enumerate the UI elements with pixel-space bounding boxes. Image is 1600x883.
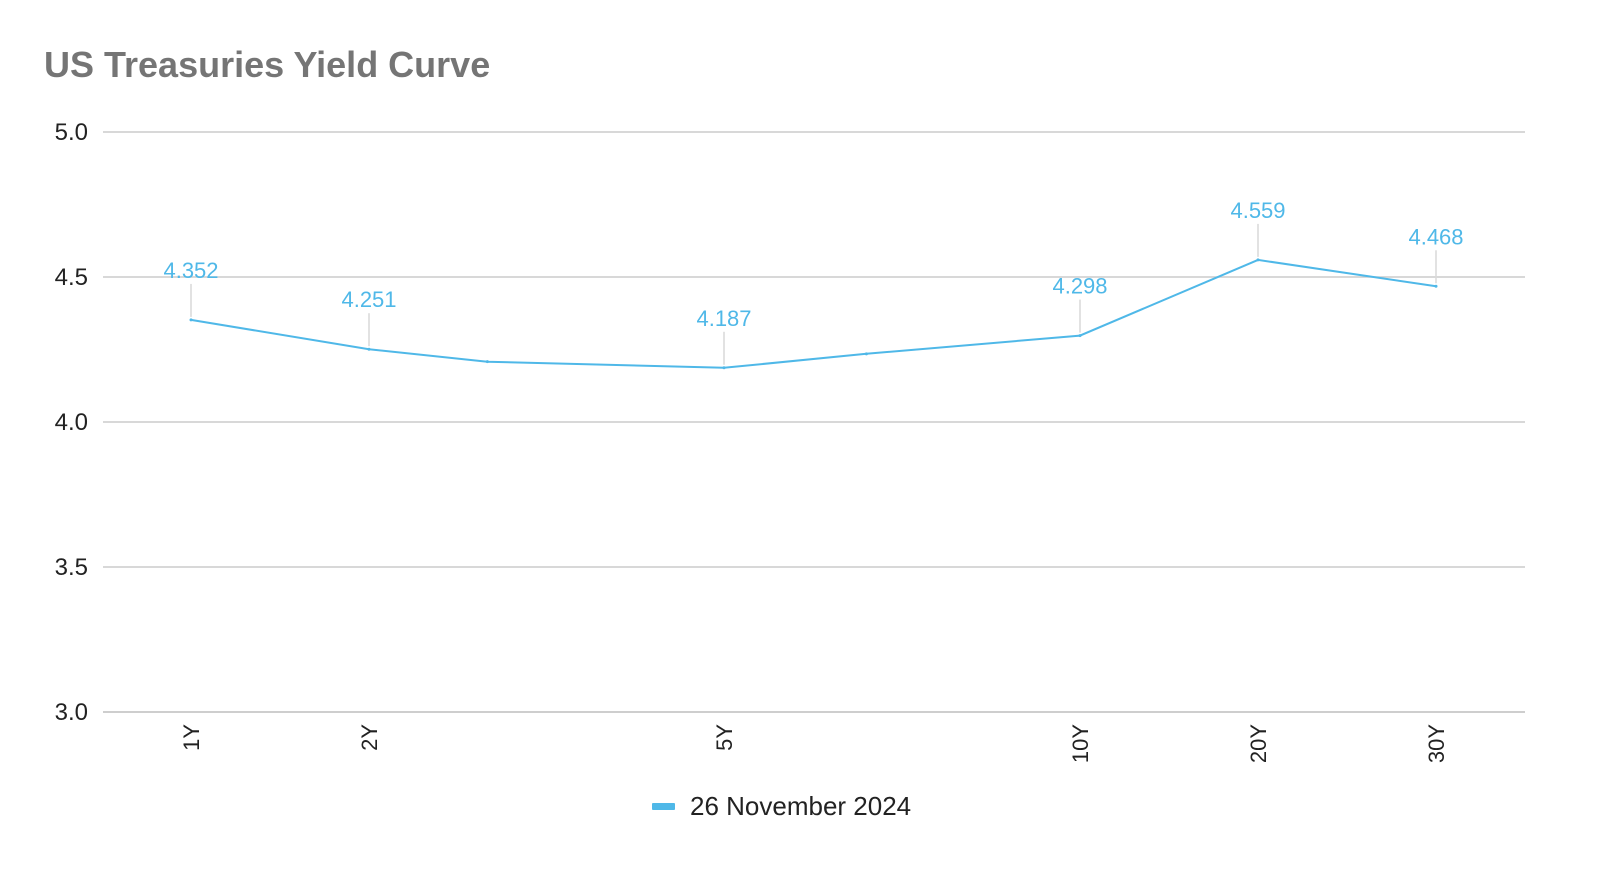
data-label: 4.251	[341, 287, 396, 312]
data-label: 4.559	[1230, 198, 1285, 223]
x-tick-label: 1Y	[179, 724, 204, 751]
legend: 26 November 2024	[652, 791, 911, 821]
series-layer	[189, 258, 1438, 370]
x-tick-label: 2Y	[357, 724, 382, 751]
data-point	[864, 352, 868, 356]
data-label: 4.298	[1052, 274, 1107, 299]
y-tick-label: 3.0	[55, 699, 88, 726]
data-point	[722, 366, 726, 370]
data-label: 4.468	[1408, 224, 1463, 249]
data-point	[367, 347, 371, 351]
x-tick-label: 30Y	[1424, 724, 1449, 763]
data-label-layer: 4.352 4.251 4.187 4.298 4.559 4.468	[163, 198, 1463, 331]
leader-layer	[190, 223, 1437, 365]
data-point	[189, 318, 193, 322]
legend-swatch	[652, 803, 675, 810]
y-tick-label: 3.5	[55, 554, 88, 581]
y-tick-label: 4.0	[55, 409, 88, 436]
series-line-26-november-2024	[190, 258, 1437, 369]
data-point	[485, 360, 489, 364]
y-tick-label: 4.5	[55, 264, 88, 291]
x-tick-label: 20Y	[1246, 724, 1271, 763]
y-tick-layer: 5.0 4.5 4.0 3.5 3.0	[55, 119, 88, 726]
grid-layer	[103, 131, 1525, 713]
data-label: 4.187	[696, 306, 751, 331]
data-point	[1256, 258, 1260, 262]
x-tick-label: 5Y	[712, 724, 737, 751]
data-point	[1434, 284, 1438, 288]
x-tick-label: 10Y	[1068, 724, 1093, 763]
legend-label: 26 November 2024	[690, 791, 911, 821]
data-point	[1078, 334, 1082, 338]
data-label: 4.352	[163, 258, 218, 283]
chart-title: US Treasuries Yield Curve	[44, 44, 491, 85]
y-tick-label: 5.0	[55, 119, 88, 146]
x-tick-layer: 1Y 2Y 5Y 10Y 20Y 30Y	[179, 724, 1449, 763]
